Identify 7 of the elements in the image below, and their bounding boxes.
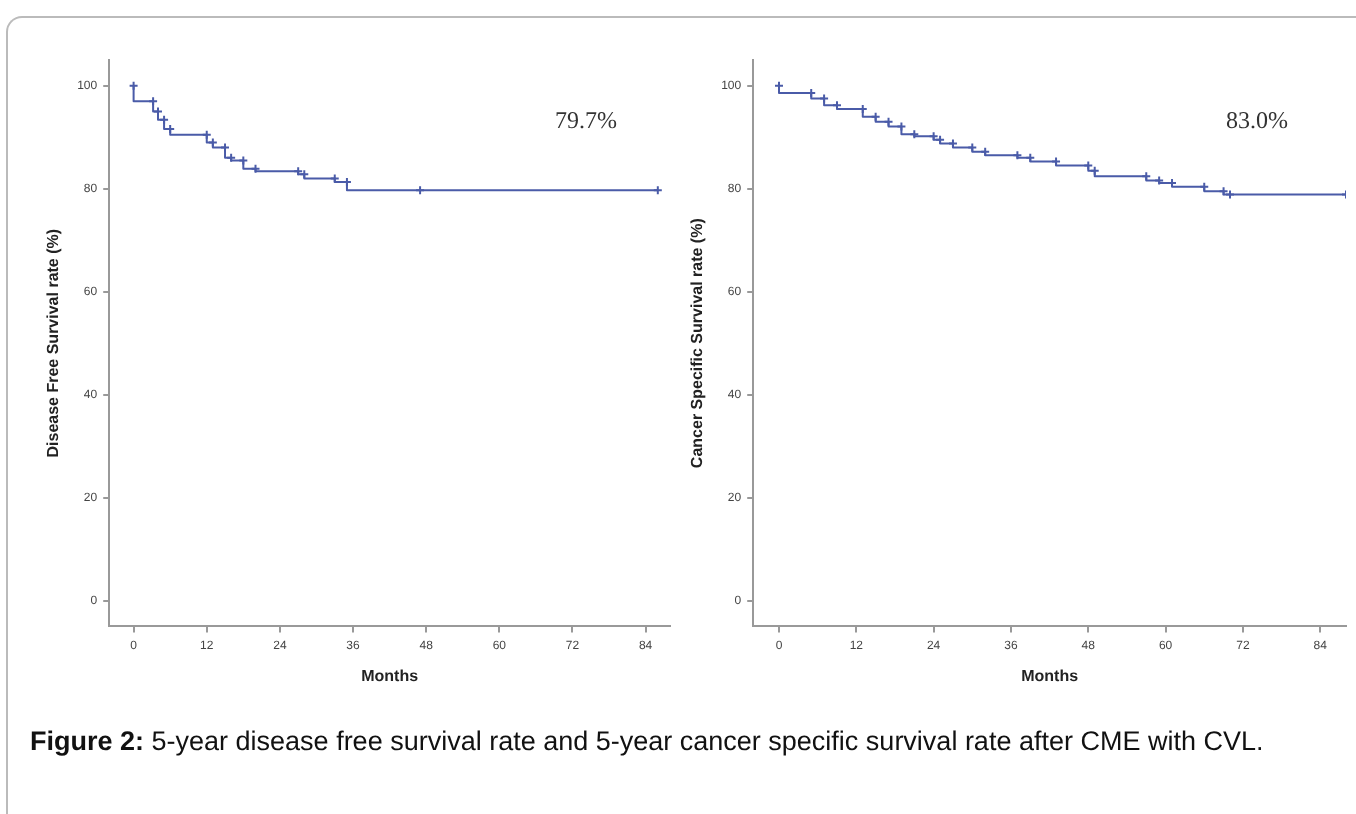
annotation: 83.0%: [1226, 105, 1289, 134]
annotation: 79.7%: [554, 105, 617, 134]
caption: Figure 2: 5-year disease free survival rate and 5-year cancer specific survival rate after CME with CVL.: [30, 724, 1266, 760]
x-axis-title: Months: [1021, 666, 1080, 685]
x-axis-title: Months: [361, 666, 420, 685]
y-axis-title: Cancer Specific Survival rate (%): [688, 217, 707, 469]
y-axis-title: Disease Free Survival rate (%): [44, 228, 63, 458]
